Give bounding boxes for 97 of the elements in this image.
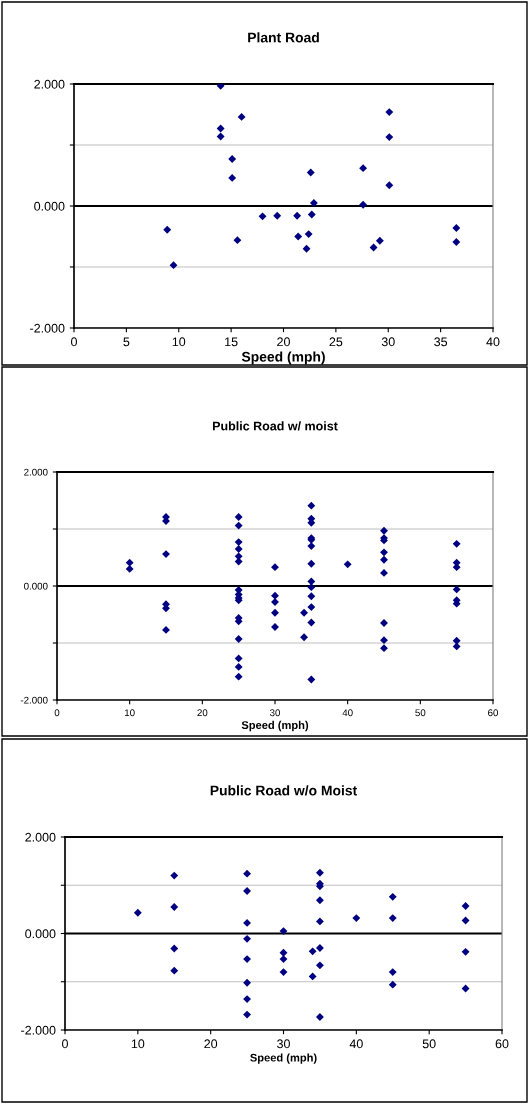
x-tick-label: 10	[125, 709, 135, 717]
x-tick-label: 0	[54, 709, 60, 717]
point	[279, 968, 288, 977]
point	[243, 995, 252, 1004]
point	[461, 916, 470, 925]
point	[315, 868, 324, 877]
point	[369, 243, 378, 252]
x-tick-label: 60	[495, 1039, 509, 1049]
y-tick-label: 0.000	[25, 929, 56, 939]
point	[461, 947, 470, 956]
point	[375, 236, 384, 245]
y-tick-label: -2.000	[20, 696, 48, 704]
point	[258, 212, 267, 221]
point	[243, 978, 252, 987]
y-tick-label: -2.000	[30, 323, 65, 333]
x-tick-label: 20	[277, 337, 290, 347]
x-tick-label: 10	[172, 337, 186, 347]
point	[243, 918, 252, 927]
x-tick-label: 20	[204, 1039, 218, 1049]
point	[388, 914, 397, 922]
point	[163, 225, 172, 234]
point	[243, 1010, 252, 1019]
point	[279, 927, 288, 936]
point	[315, 917, 324, 926]
x-tick-label: 35	[434, 337, 448, 347]
point	[304, 230, 313, 238]
y-tick-label: 0.000	[34, 201, 65, 211]
point	[216, 132, 225, 141]
point	[308, 947, 317, 956]
point	[302, 244, 311, 253]
x-tick-label: 0	[71, 337, 77, 347]
y-tick-label: 2.000	[34, 79, 65, 89]
point	[388, 892, 397, 901]
y-tick-label: 2.000	[24, 468, 48, 476]
point	[170, 966, 179, 975]
point	[461, 984, 470, 993]
y-tick-label: 0.000	[24, 582, 48, 590]
point	[308, 972, 317, 981]
point	[352, 914, 361, 922]
x-tick-label: 30	[269, 709, 281, 717]
x-axis-title: Speed (mph)	[241, 351, 325, 365]
y-tick-label: -2.000	[21, 1025, 56, 1035]
point	[307, 210, 316, 219]
chart-title: Plant Road	[248, 32, 319, 43]
x-tick-label: 60	[488, 709, 499, 717]
point	[461, 902, 470, 910]
point	[216, 124, 225, 133]
point	[243, 887, 252, 895]
x-tick-label: 10	[131, 1039, 145, 1049]
point	[452, 224, 461, 232]
x-tick-label: 25	[329, 337, 343, 347]
point	[243, 869, 252, 878]
point	[228, 174, 237, 182]
x-axis-title: Speed (mph)	[250, 1053, 317, 1064]
x-tick-label: 30	[277, 1039, 290, 1049]
point	[385, 133, 394, 141]
x-tick-label: 15	[225, 337, 238, 347]
point	[306, 168, 315, 177]
point	[315, 944, 324, 952]
point	[294, 232, 303, 241]
x-tick-label: 40	[486, 337, 500, 347]
point	[315, 896, 324, 905]
point	[309, 199, 318, 207]
x-tick-label: 20	[197, 709, 208, 717]
point	[293, 211, 302, 220]
x-tick-label: 50	[422, 1039, 436, 1049]
point	[237, 113, 246, 121]
point	[315, 1013, 324, 1021]
point	[388, 980, 397, 989]
point	[233, 236, 242, 245]
y-tick-label: 2.000	[25, 832, 56, 842]
point	[279, 955, 288, 963]
x-tick-label: 40	[342, 709, 353, 717]
x-tick-label: 40	[349, 1039, 363, 1049]
point	[359, 164, 368, 173]
point	[243, 934, 252, 943]
chart-title: Public Road w/o Moist	[210, 785, 358, 796]
x-axis-title: Speed (mph)	[241, 720, 309, 732]
point	[273, 211, 282, 220]
point	[452, 238, 461, 246]
point	[243, 955, 252, 963]
point	[133, 908, 142, 917]
x-tick-label: 30	[381, 337, 395, 347]
point	[388, 968, 397, 977]
x-tick-label: 0	[62, 1039, 68, 1049]
point	[385, 181, 394, 190]
point	[170, 944, 179, 953]
point	[169, 261, 178, 270]
x-tick-label: 5	[123, 337, 130, 347]
point	[170, 871, 179, 880]
chart-title: Public Road w/ moist	[212, 421, 338, 431]
point	[228, 155, 237, 163]
x-tick-label: 50	[415, 709, 426, 717]
point	[315, 961, 324, 970]
point	[385, 108, 394, 116]
point	[359, 200, 368, 209]
point	[170, 903, 179, 911]
